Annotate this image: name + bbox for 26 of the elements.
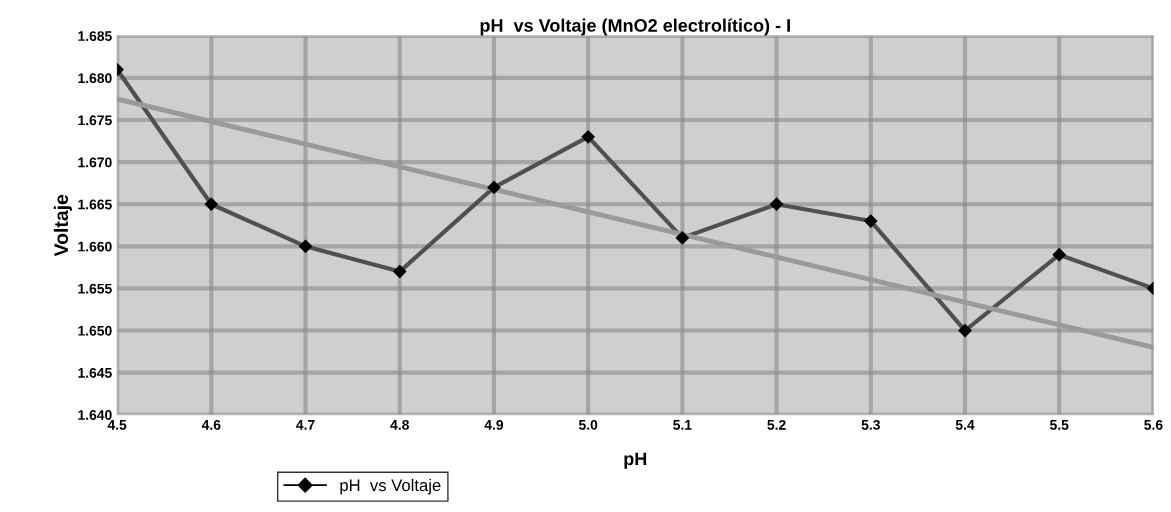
y-tick-label: 1.685 xyxy=(78,31,112,42)
y-axis-title: Voltaje xyxy=(53,194,72,257)
x-tick-label: 5.0 xyxy=(578,419,598,430)
x-tick-label: 4.9 xyxy=(484,419,504,430)
x-tick-label: 5.1 xyxy=(673,420,692,430)
x-tick-label: 5.6 xyxy=(1144,419,1163,430)
x-tick-label: 4.7 xyxy=(296,420,315,430)
x-tick-label: 4.8 xyxy=(390,419,409,430)
y-tick-label: 1.655 xyxy=(78,283,112,294)
legend-label: pH vs Voltaje xyxy=(340,478,441,495)
x-tick-label: 5.4 xyxy=(955,420,975,430)
y-tick-label: 1.645 xyxy=(78,367,112,378)
chart-title: pH vs Voltaje (MnO2 electrolítico) - I xyxy=(480,18,790,36)
y-tick-label: 1.675 xyxy=(78,115,112,126)
y-tick-label: 1.640 xyxy=(78,410,112,420)
y-tick-label: 1.650 xyxy=(78,325,112,336)
y-tick-label: 1.670 xyxy=(78,157,112,168)
x-tick-label: 4.6 xyxy=(201,419,221,430)
x-axis-title: pH xyxy=(624,452,647,469)
y-tick-label: 1.680 xyxy=(78,73,112,84)
x-tick-label: 4.5 xyxy=(107,420,127,430)
x-tick-label: 5.5 xyxy=(1050,420,1069,430)
y-tick-label: 1.660 xyxy=(78,241,112,252)
y-tick-label: 1.665 xyxy=(78,199,112,210)
x-tick-label: 5.2 xyxy=(767,419,786,430)
x-tick-label: 5.3 xyxy=(861,419,880,430)
